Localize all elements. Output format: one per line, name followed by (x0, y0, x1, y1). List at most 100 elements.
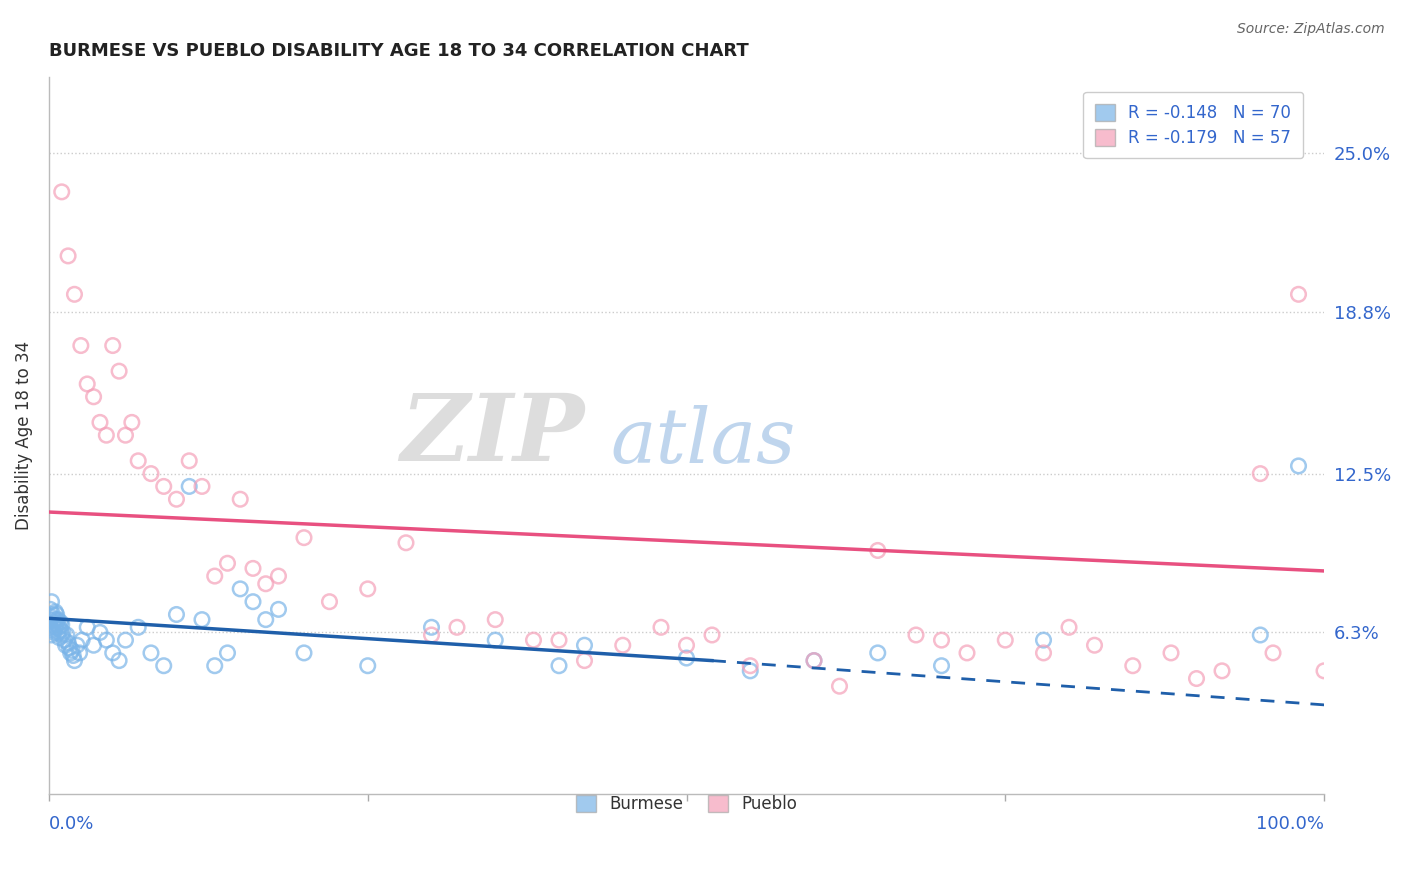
Point (42, 607, 65, 622)
Text: atlas: atlas (610, 405, 796, 479)
Point (675, 638, 697, 652)
Point (69, 646, 91, 660)
Point (55, 638, 77, 652)
Y-axis label: Disability Age 18 to 34: Disability Age 18 to 34 (15, 341, 32, 530)
Point (905, 628, 928, 642)
Text: 0.0%: 0.0% (49, 815, 94, 833)
Point (612, 638, 634, 652)
Point (1057, 620, 1080, 634)
Point (166, 607, 188, 622)
Point (1249, 628, 1271, 642)
Point (63, 654, 86, 668)
Point (242, 595, 264, 609)
Point (41, 595, 63, 609)
Point (522, 633, 544, 648)
Point (191, 479, 214, 493)
Point (70, 633, 93, 648)
Point (179, 479, 201, 493)
Point (108, 364, 131, 378)
Point (121, 416, 143, 430)
Point (51, 628, 73, 642)
Point (39, 602, 62, 616)
Point (83, 390, 105, 404)
Point (548, 633, 571, 648)
Point (420, 628, 443, 642)
Point (96, 428, 118, 442)
Point (46, 625, 69, 640)
Point (48, 620, 70, 634)
Point (191, 613, 214, 627)
Point (70, 338, 93, 352)
Text: Source: ZipAtlas.com: Source: ZipAtlas.com (1237, 22, 1385, 37)
Point (83, 638, 105, 652)
Point (76, 620, 98, 634)
Point (152, 658, 174, 673)
Point (166, 492, 188, 507)
Point (1211, 664, 1233, 678)
Point (45, 617, 67, 632)
Point (828, 679, 851, 693)
Point (49, 623, 72, 637)
Point (42, 617, 65, 632)
Point (96, 633, 118, 648)
Point (446, 620, 468, 634)
Point (1083, 638, 1105, 652)
Point (866, 646, 889, 660)
Point (39, 613, 62, 627)
Legend: Burmese, Pueblo: Burmese, Pueblo (564, 783, 808, 825)
Point (740, 664, 762, 678)
Point (675, 651, 697, 665)
Point (101, 646, 124, 660)
Point (42, 615, 65, 630)
Point (179, 454, 201, 468)
Point (548, 658, 571, 673)
Point (204, 569, 226, 583)
Point (650, 620, 672, 634)
Point (44, 613, 66, 627)
Text: ZIP: ZIP (401, 390, 585, 480)
Point (1288, 287, 1310, 301)
Point (1160, 646, 1182, 660)
Point (357, 658, 380, 673)
Point (56, 249, 79, 263)
Point (292, 531, 315, 545)
Point (574, 654, 596, 668)
Point (41, 610, 63, 624)
Point (1185, 672, 1208, 686)
Point (1249, 467, 1271, 481)
Point (700, 628, 723, 642)
Point (1032, 633, 1054, 648)
Point (204, 658, 226, 673)
Point (931, 633, 953, 648)
Point (44, 605, 66, 619)
Point (42, 625, 65, 640)
Point (51, 617, 73, 632)
Point (254, 613, 277, 627)
Point (484, 633, 506, 648)
Point (56, 628, 79, 642)
Point (41, 628, 63, 642)
Point (49, 615, 72, 630)
Point (357, 582, 380, 596)
Point (127, 620, 149, 634)
Point (101, 338, 124, 352)
Point (318, 595, 340, 609)
Point (53, 633, 76, 648)
Point (574, 638, 596, 652)
Point (217, 646, 239, 660)
Point (48, 631, 70, 645)
Point (994, 633, 1017, 648)
Point (39, 620, 62, 634)
Point (1261, 646, 1284, 660)
Point (114, 428, 136, 442)
Point (52, 625, 75, 640)
Point (127, 454, 149, 468)
Point (740, 658, 762, 673)
Point (1122, 658, 1144, 673)
Point (931, 658, 953, 673)
Point (395, 535, 418, 549)
Point (267, 602, 290, 616)
Point (108, 654, 131, 668)
Point (66, 638, 89, 652)
Point (51, 185, 73, 199)
